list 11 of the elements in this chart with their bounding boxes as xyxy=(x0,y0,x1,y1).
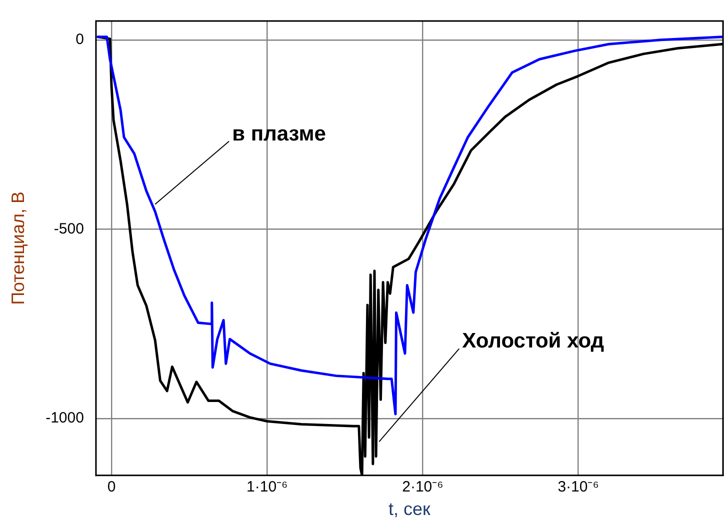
annotation: Холостой ход xyxy=(462,330,604,353)
x-tick-label: 0 xyxy=(107,478,116,496)
x-tick-label: 3·10⁻⁶ xyxy=(558,478,599,496)
y-tick-label: 0 xyxy=(76,31,84,48)
x-tick-label: 1·10⁻⁶ xyxy=(246,478,288,496)
x-axis-title: t, сек xyxy=(388,499,431,520)
y-tick-label: -500 xyxy=(54,220,84,238)
x-tick-label: 2·10⁻⁶ xyxy=(402,478,444,496)
y-tick-label: -1000 xyxy=(46,410,84,427)
y-axis-title: Потенциал, В xyxy=(8,191,28,305)
annotation: в плазме xyxy=(232,122,326,146)
